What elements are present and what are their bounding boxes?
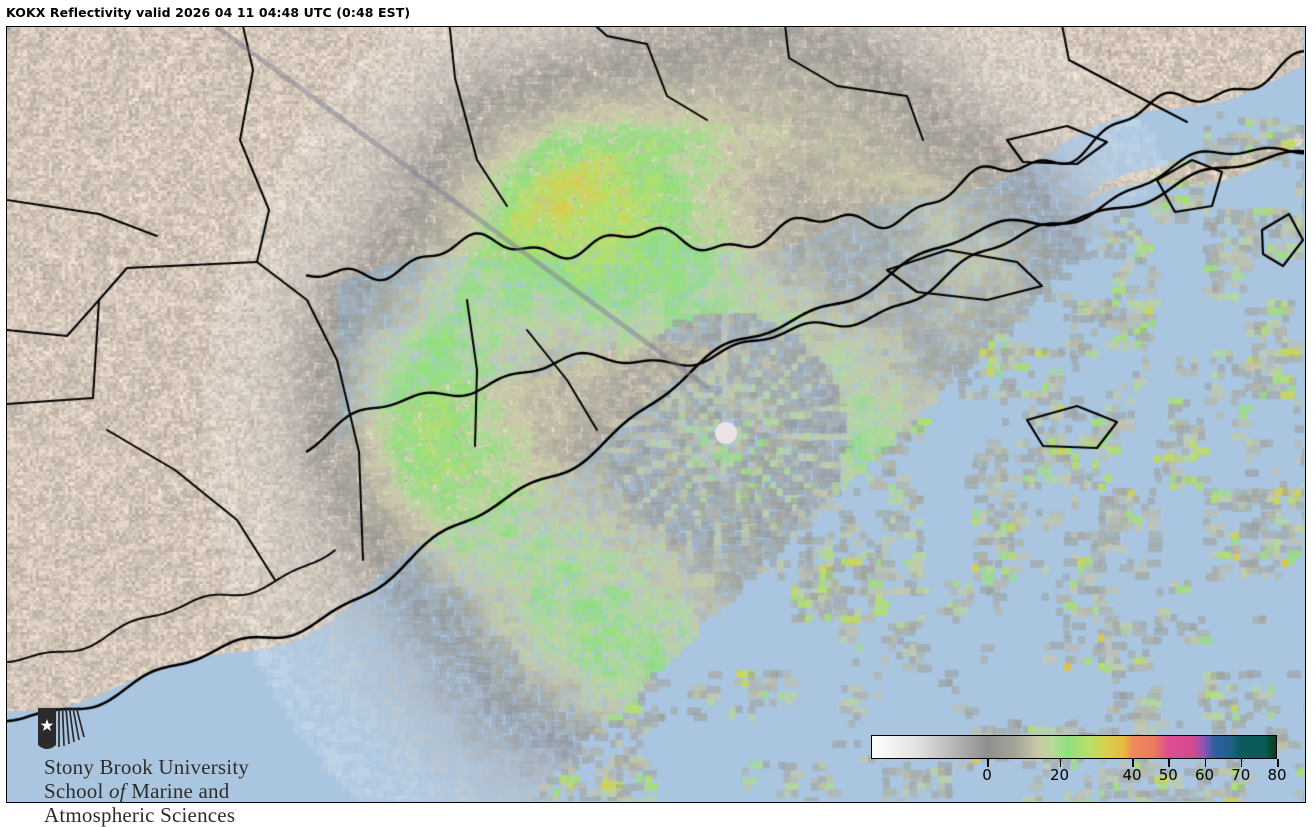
colorbar: 0 20 40 50 60 70 80: [871, 735, 1287, 795]
page-title: KOKX Reflectivity valid 2026 04 11 04:48…: [6, 5, 411, 20]
colorbar-tick-labels: 0 20 40 50 60 70 80: [871, 759, 1287, 793]
colorbar-tick: [987, 759, 989, 767]
colorbar-tick: [1277, 759, 1279, 767]
colorbar-tick: [1204, 759, 1207, 767]
colorbar-tick-label: 70: [1231, 766, 1251, 784]
colorbar-tick: [1168, 759, 1170, 767]
title-bar: KOKX Reflectivity valid 2026 04 11 04:48…: [0, 0, 1316, 26]
logo-line-3: Atmospheric Sciences: [44, 803, 236, 827]
colorbar-tick: [1059, 759, 1062, 767]
colorbar-tick-label: 40: [1122, 766, 1142, 784]
colorbar-tick-label: 50: [1158, 766, 1178, 784]
radar-map-frame[interactable]: [6, 26, 1306, 803]
colorbar-tick: [1132, 759, 1134, 767]
colorbar-tick-label: 0: [982, 766, 992, 784]
colorbar-tick-label: 20: [1049, 766, 1070, 784]
colorbar-gradient: [871, 735, 1277, 759]
radar-map-canvas[interactable]: [7, 27, 1304, 801]
colorbar-tick: [1240, 759, 1243, 767]
colorbar-tick-label: 60: [1194, 766, 1215, 784]
colorbar-tick-label: 80: [1267, 766, 1287, 784]
